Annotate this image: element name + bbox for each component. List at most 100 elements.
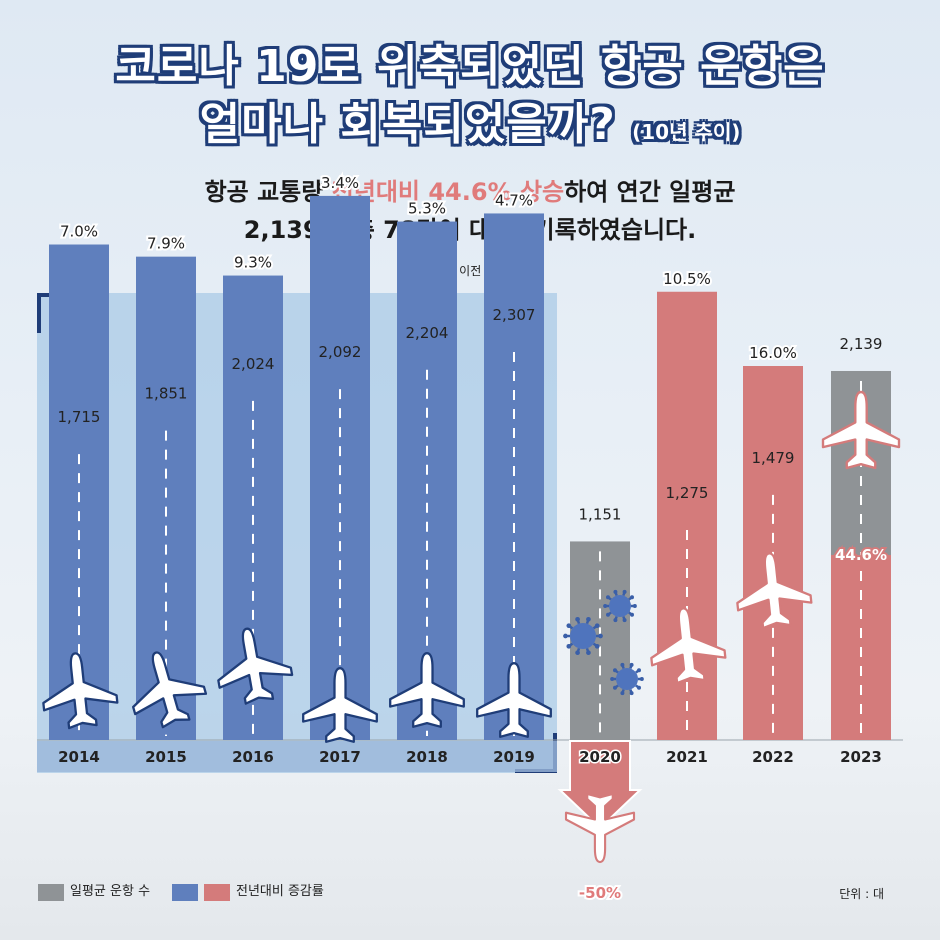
virus-knob: [637, 685, 641, 690]
virus-knob: [586, 650, 591, 656]
subtitle-highlight: 전년대비 44.6% 상승: [331, 178, 565, 206]
plane-shape: [736, 552, 813, 630]
virus-knob: [629, 691, 634, 696]
virus-knob: [606, 612, 610, 617]
plane-icon: [389, 652, 465, 728]
growth-value-label: 5.3%: [408, 200, 446, 218]
flight-value-label: 2,024: [232, 355, 275, 373]
year-label: 2016: [232, 748, 274, 766]
flight-value-label: 1,715: [58, 408, 101, 426]
plane-icon: [821, 390, 901, 470]
plane-shape: [42, 652, 119, 730]
virus-knob: [594, 643, 600, 649]
flight-value-label: 1,151: [579, 505, 622, 523]
growth-value-label: 7.0%: [60, 223, 98, 241]
plane-icon: [650, 607, 727, 685]
virus-knob: [639, 677, 644, 681]
virus-knob: [622, 589, 627, 594]
growth-value-label: 10.5%: [663, 270, 711, 288]
virus-icon: [603, 589, 637, 623]
virus-knob: [594, 623, 600, 629]
subtitle-part: 항공 교통량: [204, 178, 332, 206]
growth-value-label: 3.4%: [321, 174, 359, 192]
legend-label-growth: 전년대비 증감률: [236, 884, 324, 899]
year-label: 2019: [493, 748, 535, 766]
legend-swatch-red: [204, 884, 230, 901]
flight-value-label: 2,092: [319, 343, 362, 361]
virus-body: [616, 668, 638, 690]
plane-shape: [650, 607, 727, 685]
decline-value-label: -50%: [579, 884, 621, 902]
year-label: 2020: [579, 748, 621, 766]
year-label: 2021: [666, 748, 708, 766]
flight-value-label: 2,139: [840, 335, 883, 353]
growth-value-label: 7.9%: [147, 235, 185, 253]
plane-shape: [132, 651, 208, 729]
plane-icon: [302, 667, 378, 743]
virus-knob: [613, 668, 617, 673]
virus-knob: [637, 668, 641, 673]
virus-knob: [606, 595, 610, 600]
growth-value-label: 16.0%: [749, 344, 797, 362]
virus-knob: [603, 604, 608, 608]
year-label: 2015: [145, 748, 187, 766]
flight-value-label: 2,204: [406, 324, 449, 342]
year-band: [37, 741, 557, 772]
growth-bar: [484, 213, 544, 740]
growth-value-label: 44.6%: [835, 546, 887, 564]
plane-icon: [736, 552, 813, 630]
flight-value-label: 1,851: [145, 385, 188, 403]
virus-body: [609, 595, 631, 617]
virus-knob: [598, 633, 603, 639]
virus-knob: [622, 618, 627, 623]
legend-label-flights: 일평균 운항 수: [70, 884, 151, 899]
plane-icon: [132, 651, 208, 729]
year-label: 2018: [406, 748, 448, 766]
virus-knob: [610, 677, 615, 681]
subtitle-line-1: 항공 교통량 전년대비 44.6% 상승하여 연간 일평균: [0, 172, 940, 207]
growth-value-label: 4.7%: [495, 191, 533, 209]
plane-shape: [821, 390, 901, 470]
plane-icon: [564, 792, 636, 864]
flight-value-label: 2,307: [493, 306, 536, 324]
decline-arrow: [557, 740, 643, 830]
virus-knob: [620, 662, 625, 667]
virus-knob: [630, 595, 634, 600]
virus-knob: [620, 691, 625, 696]
plane-shape: [389, 652, 465, 728]
virus-icon: [610, 662, 644, 696]
year-label: 2014: [58, 748, 100, 766]
virus-knob: [630, 612, 634, 617]
plane-shape: [476, 662, 552, 738]
plane-shape: [302, 667, 378, 743]
virus-knob: [586, 616, 591, 622]
virus-knob: [566, 623, 572, 629]
title-line-2: 얼마나 회복되었을까? (10년 추이): [0, 88, 940, 152]
year-label: 2017: [319, 748, 361, 766]
virus-knob: [563, 633, 568, 639]
legend-swatch-gray: [38, 884, 64, 901]
plane-icon: [217, 627, 294, 705]
year-label: 2022: [752, 748, 794, 766]
virus-knob: [629, 662, 634, 667]
flight-value-label: 1,275: [666, 484, 709, 502]
title-line-1: 코로나 19로 위축되었던 항공 운항은: [115, 41, 825, 92]
year-label: 2023: [840, 748, 882, 766]
virus-icon: [563, 616, 603, 656]
virus-knob: [632, 604, 637, 608]
precovid-panel: [37, 293, 557, 773]
growth-value-label: 9.3%: [234, 254, 272, 272]
legend-swatch-blue: [172, 884, 198, 901]
virus-knob: [575, 650, 580, 656]
virus-knob: [613, 589, 618, 594]
virus-knob: [566, 643, 572, 649]
virus-knob: [575, 616, 580, 622]
plane-icon: [476, 662, 552, 738]
unit-label: 단위 : 대: [839, 887, 884, 901]
title-note: (10년 추이): [632, 120, 741, 144]
subtitle-part: 하여 연간 일평균: [564, 178, 736, 206]
virus-knob: [613, 685, 617, 690]
virus-body: [570, 623, 596, 649]
plane-shape: [217, 627, 294, 705]
